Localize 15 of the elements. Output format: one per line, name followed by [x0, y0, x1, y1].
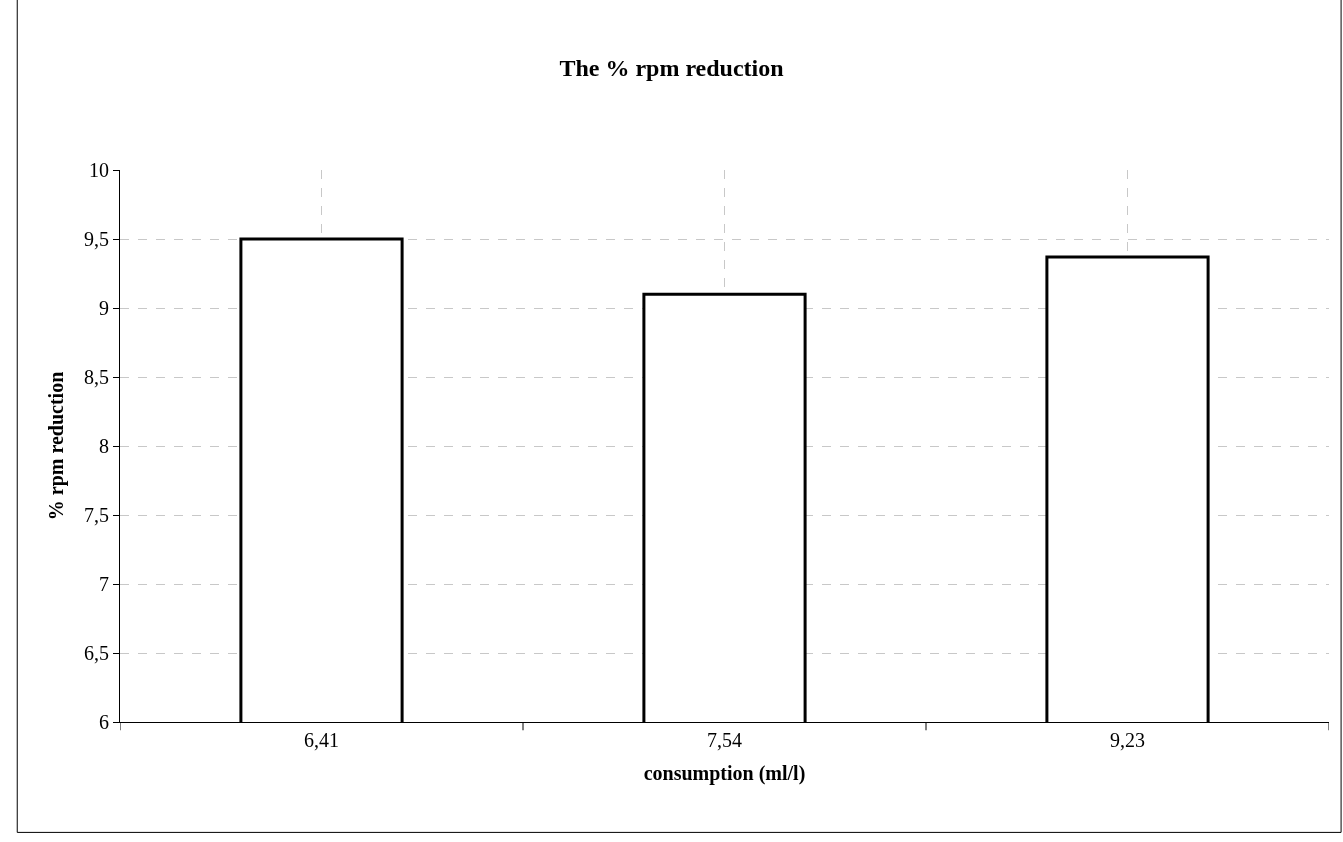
- y-tick-label: 7,5: [84, 504, 109, 526]
- y-tick-label: 6: [99, 711, 109, 733]
- y-tick-label: 8: [99, 435, 109, 457]
- x-axis-title: consumption (ml/l): [643, 761, 806, 785]
- y-axis-title: % rpm reduction: [44, 371, 68, 521]
- y-tick-label: 8,5: [84, 366, 109, 388]
- chart-title: The % rpm reduction: [559, 54, 784, 81]
- y-tick-label: 9,5: [84, 228, 109, 250]
- x-tick-label: 7,54: [707, 729, 742, 751]
- y-tick-label: 7: [99, 573, 109, 595]
- x-tick-label: 9,23: [1110, 729, 1145, 751]
- x-tick-label: 6,41: [304, 729, 339, 751]
- y-tick-label: 10: [89, 159, 109, 181]
- y-tick-label: 9: [99, 297, 109, 319]
- y-tick-label: 6,5: [84, 642, 109, 664]
